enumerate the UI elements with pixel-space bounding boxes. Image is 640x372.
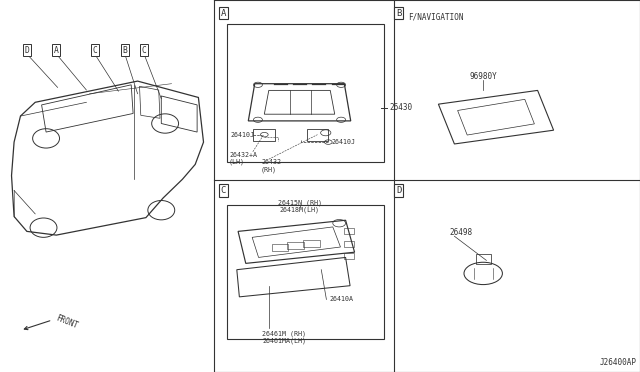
Text: C: C (221, 186, 226, 195)
Bar (272, 244, 289, 251)
Text: D: D (24, 46, 29, 55)
Text: 26410J: 26410J (230, 132, 254, 138)
Text: A: A (221, 9, 226, 17)
Bar (287, 242, 304, 249)
Text: B: B (396, 9, 401, 17)
Bar (344, 228, 354, 234)
Bar (227, 205, 384, 339)
Text: A: A (54, 46, 59, 55)
Text: 26430: 26430 (389, 103, 412, 112)
Bar (303, 240, 320, 247)
Text: C: C (92, 46, 97, 55)
Text: 26461M (RH)
26461MA(LH): 26461M (RH) 26461MA(LH) (262, 330, 307, 344)
Text: F/NAVIGATION: F/NAVIGATION (408, 12, 464, 21)
Text: 26410J: 26410J (332, 139, 356, 145)
Text: J26400AP: J26400AP (600, 358, 637, 367)
Text: 26410A: 26410A (330, 296, 354, 302)
Text: 26415N (RH)
26418M(LH): 26415N (RH) 26418M(LH) (278, 199, 321, 214)
Text: 26432+A
(LH): 26432+A (LH) (229, 152, 257, 165)
Text: B: B (122, 46, 127, 55)
Bar (253, 129, 275, 141)
Bar (344, 241, 354, 247)
Text: D: D (396, 186, 401, 195)
Text: 96980Y: 96980Y (469, 72, 497, 81)
Text: 26498: 26498 (449, 228, 472, 237)
Text: 26432
(RH): 26432 (RH) (261, 159, 281, 173)
Text: FRONT: FRONT (54, 313, 79, 330)
Bar (307, 129, 328, 141)
Bar (344, 253, 354, 259)
Text: C: C (141, 46, 147, 55)
Bar (227, 24, 384, 162)
Bar (476, 254, 491, 264)
